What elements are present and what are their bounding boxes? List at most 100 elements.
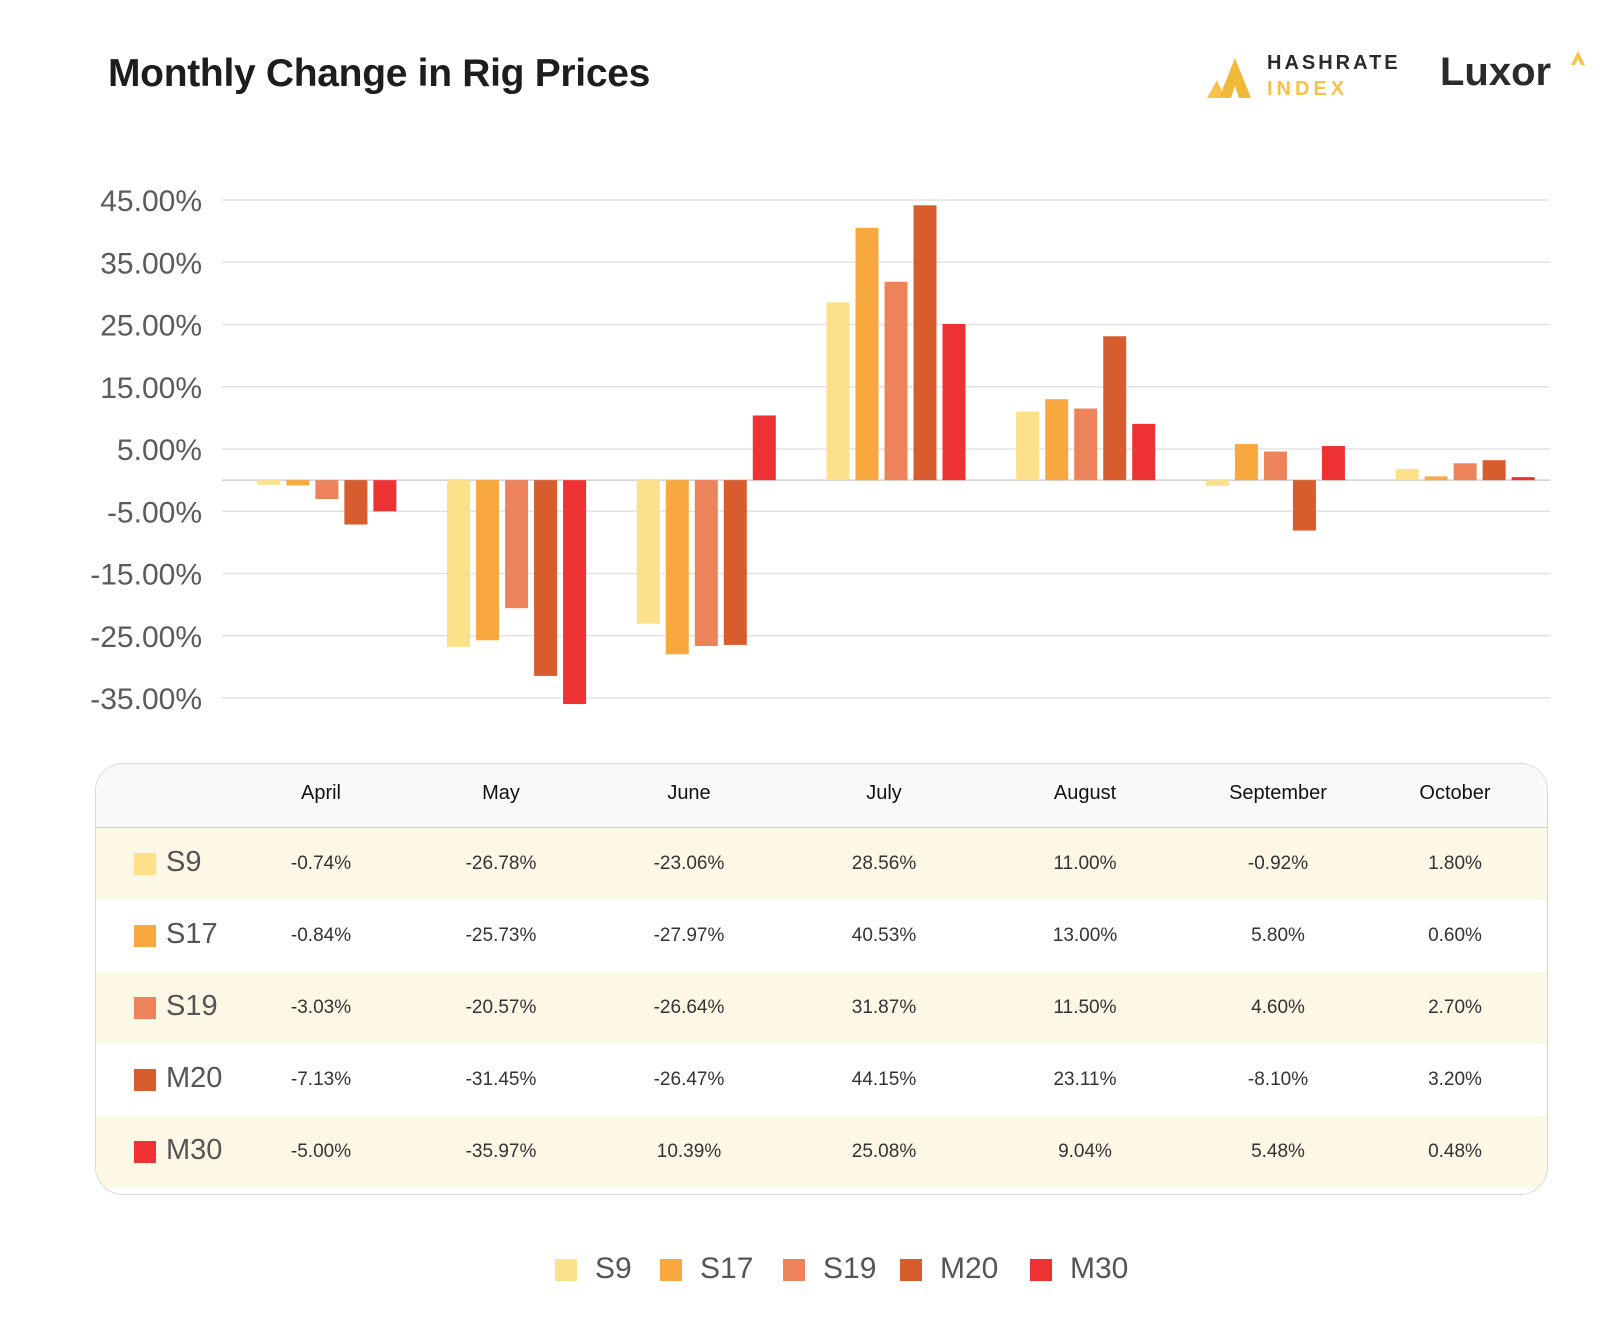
bar-m20-october [1482,460,1506,481]
series-swatch-m20 [134,1069,156,1091]
table-cell: 23.11% [1053,1069,1117,1090]
bar-s17-june [665,480,689,655]
data-table: April May June July August September October S… [95,763,1548,1195]
table-row: S17 -0.84% -25.73% -27.97% 40.53% 13.00% 5.80%… [96,900,1547,972]
table-cell: -20.57% [465,997,537,1018]
bar-m30-may [563,480,587,705]
legend: S9 S17 S19 M20 M30 [0,1252,1612,1292]
bar-s17-october [1424,476,1448,481]
column-header-may: May [482,782,520,804]
table-cell: -3.03% [290,997,352,1018]
row-label: M20 [166,1062,223,1094]
series-swatch-s17 [134,925,156,947]
bar-s17-april [286,480,310,486]
chart-title: Monthly Change in Rig Prices [108,52,650,95]
bar-m20-june [723,480,747,645]
y-tick-label: 15.00% [100,372,202,405]
table-header: April May June July August September October [96,764,1547,828]
bar-m20-july [913,205,937,481]
bar-s19-may [505,480,529,609]
y-tick-label: -5.00% [107,496,202,529]
bar-m20-may [534,480,558,676]
y-tick-label: 5.00% [117,434,202,467]
table-cell: 28.56% [851,853,917,874]
bar-chart: 45.00% 35.00% 25.00% 15.00% 5.00% -5.00% -15.0… [90,185,1550,716]
column-header-june: June [667,782,711,804]
table-cell: -26.64% [653,997,725,1018]
column-header-august: August [1053,782,1117,804]
table-cell: 0.48% [1428,1141,1482,1162]
y-tick-label: 35.00% [100,247,202,280]
table-cell: 0.60% [1428,925,1482,946]
table-cell: -7.13% [290,1069,352,1090]
table-cell: -0.74% [290,853,352,874]
row-label: S9 [166,846,202,878]
column-header-july: July [866,782,902,804]
series-swatch-m30 [134,1141,156,1163]
table-cell: 11.50% [1053,997,1117,1018]
table-cell: 31.87% [851,997,917,1018]
table-cell: 25.08% [851,1141,917,1162]
bars [257,205,1535,705]
bar-m20-august [1103,336,1127,481]
bar-s9-october [1395,468,1419,481]
table-row: S9 -0.74% -26.78% -23.06% 28.56% 11.00% -0.92%… [96,828,1547,900]
table-cell: -5.00% [290,1141,352,1162]
legend-label: S9 [595,1252,632,1285]
row-label: S17 [166,918,218,950]
bar-s9-june [636,480,660,624]
bar-s9-july [826,302,850,481]
column-header-april: April [300,782,342,804]
bar-s17-may [476,480,500,641]
table-row: S19 -3.03% -20.57% -26.64% 31.87% 11.50% 4.60%… [96,972,1547,1044]
bar-m20-april [344,480,368,525]
table-cell: -26.47% [653,1069,725,1090]
legend-swatch [1030,1259,1052,1281]
table-cell: -0.84% [290,925,352,946]
table-cell: 11.00% [1053,853,1117,874]
bar-s19-september [1263,451,1287,481]
luxor-logo: Luxor [1440,50,1590,100]
bar-m30-july [942,324,966,481]
table-cell: 9.04% [1058,1141,1112,1162]
legend-label: M20 [940,1252,999,1285]
bar-s9-may [447,480,471,647]
table-cell: -23.06% [653,853,725,874]
legend-swatch [660,1259,682,1281]
bar-m30-september [1321,446,1345,481]
bar-m30-october [1511,477,1535,481]
y-tick-label: -25.00% [90,621,202,654]
table-cell: -27.97% [653,925,725,946]
bar-s9-september [1205,480,1229,486]
bar-s17-july [855,227,879,481]
table-cell: 1.80% [1428,853,1482,874]
legend-label: M30 [1070,1252,1129,1285]
bar-m30-june [752,415,776,481]
column-header-september: September [1229,782,1327,804]
legend-label: S19 [823,1252,877,1285]
bar-s19-april [315,480,339,499]
table-cell: -25.73% [465,925,537,946]
series-swatch-s9 [134,853,156,875]
table-cell: -35.97% [465,1141,537,1162]
y-tick-label: 25.00% [100,310,202,343]
hashrate-index-line1: HASHRATE [1267,52,1401,74]
bar-s17-august [1045,399,1069,481]
table-row: M20 -7.13% -31.45% -26.47% 44.15% 23.11% -8.10… [96,1044,1547,1116]
table-cell: -31.45% [465,1069,537,1090]
legend-swatch [783,1259,805,1281]
hashrate-index-line2: INDEX [1267,78,1349,100]
table-cell: 2.70% [1428,997,1482,1018]
table-cell: 10.39% [656,1141,722,1162]
table-cell: -0.92% [1247,853,1309,874]
table-row: M30 -5.00% -35.97% 10.39% 25.08% 9.04% 5.48% 0.… [96,1116,1547,1188]
legend-swatch [900,1259,922,1281]
row-label: M30 [166,1134,223,1166]
table-cell: -26.78% [465,853,537,874]
table-cell: 13.00% [1052,925,1118,946]
hashrate-index-logo: HASHRATE INDEX [1205,52,1405,104]
column-header-october: October [1419,782,1491,804]
table-cell: 44.15% [851,1069,917,1090]
bar-m30-august [1132,423,1156,481]
series-swatch-s19 [134,997,156,1019]
